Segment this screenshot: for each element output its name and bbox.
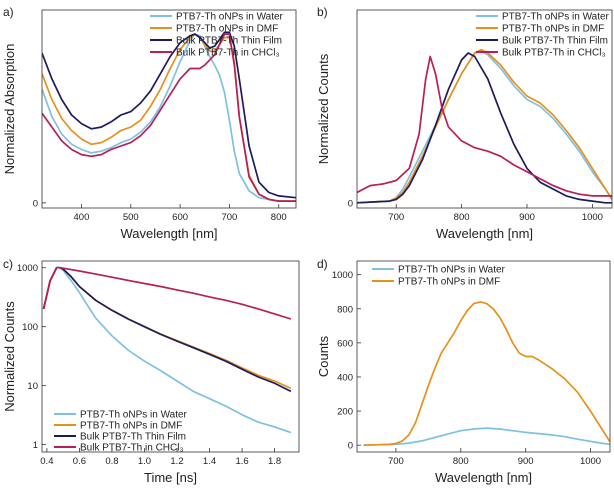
legend-label: PTB7-Th oNPs in Water xyxy=(80,410,188,421)
y-tick-label: 600 xyxy=(337,338,353,349)
x-tick-label: 1000 xyxy=(582,212,603,223)
series-line-chcl3 xyxy=(357,55,612,197)
x-tick-label: 700 xyxy=(388,456,404,467)
x-tick-label: 1.8 xyxy=(268,456,281,467)
legend-label: Bulk PTB7-Th in CHCl₃ xyxy=(502,48,606,59)
x-tick-label: 0.8 xyxy=(105,456,118,467)
y-axis-label: Normalized Absorption xyxy=(2,44,17,175)
series-line-water xyxy=(42,266,292,434)
legend-label: Bulk PTB7-Th Thin Film xyxy=(176,36,282,47)
chart-panel-3: c) 0.4 0.6 0.8 1.0 1.2 1.4 1.6 1.8 1 10 100 1000 Time… xyxy=(2,257,300,485)
panel-label: a) xyxy=(3,5,14,19)
chart-panel-2: b) 700 800 900 1000 0 Wavelength [nm] Normalize… xyxy=(316,5,613,241)
x-tick-label: 600 xyxy=(172,212,188,223)
y-axis-label: Normalized Counts xyxy=(316,53,331,164)
series-line-dmf xyxy=(42,266,292,390)
x-tick-label: 1.4 xyxy=(203,456,216,467)
y-axis-label: Normalized Counts xyxy=(2,301,17,412)
plot-frame xyxy=(41,9,297,209)
legend-label: PTB7-Th oNPs in DMF xyxy=(176,24,278,35)
chart-panel-4: d) 700 800 900 1000 0 200 400 600 800 1000 Waveleng… xyxy=(316,257,611,485)
x-axis-label: Wavelength [nm] xyxy=(435,470,532,485)
x-tick-label: 800 xyxy=(453,456,469,467)
x-tick-label: 800 xyxy=(271,212,287,223)
x-axis-label: Time [ns] xyxy=(144,470,197,485)
y-tick-label: 400 xyxy=(337,372,353,383)
chart-panel-1: a) 400 500 600 700 800 0 Wavelength [nm] Normali… xyxy=(2,5,297,241)
x-tick-label: 1.2 xyxy=(170,456,183,467)
x-tick-label: 900 xyxy=(518,456,534,467)
y-tick-label: 0 xyxy=(33,198,38,209)
y-tick-label: 0 xyxy=(348,198,353,209)
y-tick-label: 1000 xyxy=(332,270,353,281)
y-tick-label: 1 xyxy=(33,440,38,451)
plot-frame xyxy=(41,260,300,453)
x-tick-label: 1.0 xyxy=(138,456,151,467)
series-group xyxy=(357,48,612,204)
x-axis-label: Wavelength [nm] xyxy=(120,226,217,241)
series-group xyxy=(363,301,610,447)
series-group xyxy=(42,266,292,434)
x-tick-label: 700 xyxy=(388,212,404,223)
y-tick-label: 200 xyxy=(337,407,353,418)
x-tick-label: 1.6 xyxy=(235,456,248,467)
plot-frame xyxy=(356,260,611,453)
x-tick-label: 900 xyxy=(519,212,535,223)
y-tick-label: 100 xyxy=(22,322,38,333)
legend-label: Bulk PTB7-Th Thin Film xyxy=(502,36,608,47)
y-tick-label: 0 xyxy=(348,441,353,452)
legend-label: Bulk PTB7-Th in CHCl₃ xyxy=(80,443,184,454)
legend-label: PTB7-Th oNPs in Water xyxy=(176,12,284,23)
x-tick-label: 800 xyxy=(454,212,470,223)
legend-label: Bulk PTB7-Th Thin Film xyxy=(80,432,186,443)
y-tick-label: 10 xyxy=(27,381,38,392)
y-tick-label: 1000 xyxy=(17,263,38,274)
series-line-chcl3 xyxy=(42,266,292,320)
x-tick-label: 0.6 xyxy=(73,456,86,467)
series-line-water xyxy=(42,33,296,202)
legend-label: PTB7-Th oNPs in Water xyxy=(502,12,610,23)
x-tick-label: 1000 xyxy=(580,456,601,467)
series-line-film xyxy=(42,31,296,199)
y-tick-label: 800 xyxy=(337,304,353,315)
plot-frame xyxy=(356,9,613,209)
series-group xyxy=(42,31,296,202)
panel-label: c) xyxy=(3,257,13,271)
legend-label: PTB7-Th oNPs in Water xyxy=(398,265,506,276)
series-line-dmf xyxy=(363,301,610,447)
series-line-film xyxy=(357,52,612,204)
series-line-chcl3 xyxy=(42,33,296,202)
legend-label: PTB7-Th oNPs in DMF xyxy=(80,421,182,432)
panel-label: b) xyxy=(317,5,328,19)
x-tick-label: 700 xyxy=(221,212,237,223)
legend-label: PTB7-Th oNPs in DMF xyxy=(398,277,500,288)
x-tick-label: 400 xyxy=(74,212,90,223)
series-line-water xyxy=(363,427,610,447)
x-tick-label: 0.4 xyxy=(40,456,53,467)
y-axis-label: Counts xyxy=(316,335,331,377)
x-axis-label: Wavelength [nm] xyxy=(436,226,533,241)
x-tick-label: 500 xyxy=(123,212,139,223)
legend-label: Bulk PTB7-Th in CHCl₃ xyxy=(176,48,280,59)
panel-label: d) xyxy=(317,257,328,271)
legend-label: PTB7-Th oNPs in DMF xyxy=(502,24,604,35)
series-line-water xyxy=(357,50,612,204)
